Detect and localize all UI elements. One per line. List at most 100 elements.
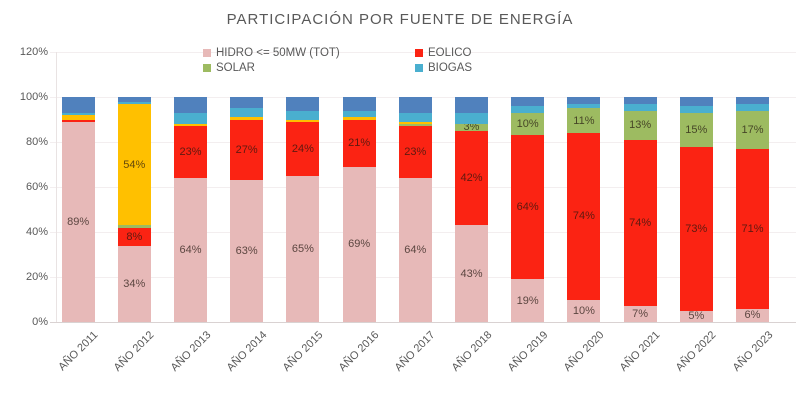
legend-item-biogas: BIOGAS [415,61,472,74]
bar-segment [455,124,488,131]
bar-segment [511,97,545,106]
gridline [50,322,796,323]
chart-legend: HIDRO <= 50MW (TOT) EOLICO SOLAR BIOGAS [203,46,472,74]
bar-segment [398,121,432,124]
segment-label: 34% [123,277,146,290]
legend-item-hidro: HIDRO <= 50MW (TOT) [203,46,415,59]
segment-label: 63% [235,245,258,258]
bar-segment [511,279,545,322]
bar-segment [230,108,264,118]
bar-segment [567,299,601,322]
bar-segment [736,148,769,309]
y-axis-tick-label: 20% [25,271,48,283]
bar-segment [455,97,488,113]
x-axis-label: AÑO 2020 [561,329,607,374]
bar-segment [455,225,488,322]
bar-segment [117,227,151,246]
bar-segment [342,110,376,118]
bar-segment [736,308,769,322]
segment-label: 23% [404,146,427,159]
gridline [50,52,796,53]
bar-segment [736,97,769,104]
segment-label: 10% [572,304,595,317]
bar-segment [174,112,207,124]
biogas-legend-swatch [415,63,423,72]
bar-segment [117,225,151,228]
bar-segment [61,115,95,120]
y-axis-tick-label: 0% [32,316,48,328]
segment-label: 10% [516,118,539,130]
bar-segment [230,180,264,322]
bar-segment [398,126,432,178]
segment-label: 43% [460,267,483,280]
bar-segment [174,97,207,113]
solar-legend-swatch [203,63,211,72]
bar-segment [61,112,95,115]
bar-segment [567,103,601,109]
bar-segment [398,124,432,127]
y-axis-line [56,52,57,322]
bar-segment [679,112,713,147]
bar-segment [286,119,320,122]
bar-segment [117,97,151,102]
bar-segment [623,103,657,111]
segment-label: 6% [744,309,761,322]
bar-segment [679,310,713,322]
segment-label: 17% [741,123,764,136]
segment-label: 74% [572,210,595,223]
x-axis-label: AÑO 2014 [224,329,270,374]
legend-label: BIOGAS [428,61,473,74]
segment-label: 65% [291,242,314,255]
bar-segment [623,97,657,104]
bar-segment [61,97,95,113]
legend-item-eolico: EOLICO [415,46,472,59]
x-axis-label: AÑO 2022 [673,329,719,374]
bar-segment [286,121,320,176]
bar-segment [117,101,151,104]
bar-segment [511,112,545,136]
segment-label: 11% [573,114,595,127]
segment-label: 19% [516,294,539,307]
segment-label: 21% [348,137,371,150]
segment-label: 3% [463,121,480,134]
segment-label: 7% [632,308,649,321]
chart-title: PARTICIPACIÓN POR FUENTE DE ENERGÍA [226,11,574,28]
bar-segment [230,119,264,181]
y-axis-tick-label: 100% [19,91,48,103]
segment-label: 24% [291,142,314,155]
bar-segment [117,245,151,322]
hidro-legend-swatch [203,48,211,57]
bar-segment [736,103,769,111]
bar-segment [679,106,713,113]
legend-label: HIDRO <= 50MW (TOT) [216,46,340,59]
bar-segment [342,117,376,120]
bar-segment [736,110,769,149]
bar-segment [342,166,376,322]
bar-segment [511,106,545,113]
legend-label: EOLICO [428,46,472,59]
y-axis-tick-label: 120% [19,46,48,58]
segment-label: 23% [179,146,202,159]
bar-segment [174,178,207,322]
x-axis-label: AÑO 2019 [505,329,551,374]
bar-segment [679,97,713,106]
legend-label: SOLAR [216,61,255,74]
bar-segment [511,135,545,280]
bar-segment [679,146,713,311]
segment-label: 64% [516,201,539,214]
bar-segment [455,112,488,124]
bar-segment [342,97,376,111]
segment-label: 8% [126,230,143,243]
bar-segment [230,117,264,120]
y-axis-tick-label: 80% [25,136,48,148]
bar-segment [174,126,207,178]
y-axis-tick-label: 60% [25,181,48,193]
bar-segment [61,119,95,122]
segment-label: 42% [460,172,483,184]
x-axis-label: AÑO 2018 [449,329,494,374]
bar-segment [623,110,657,140]
segment-label: 5% [688,310,705,323]
bar-segment [342,119,376,167]
bar-segment [286,110,320,120]
